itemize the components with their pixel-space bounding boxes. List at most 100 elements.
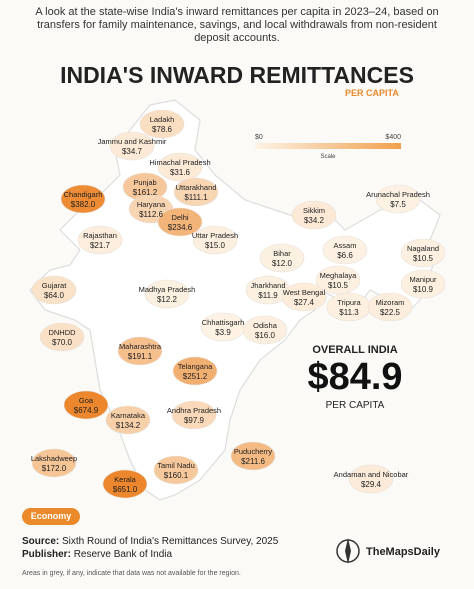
- region-value: $161.2: [133, 188, 158, 197]
- title: INDIA'S INWARD REMITTANCES: [60, 62, 414, 88]
- overall-unit: PER CAPITA: [325, 400, 385, 411]
- region: [281, 282, 327, 312]
- region-value: $31.6: [170, 168, 191, 177]
- region-name: DNHDD: [48, 328, 76, 337]
- region-value: $10.5: [328, 281, 349, 290]
- region-name: Odisha: [253, 321, 278, 330]
- scale-bar: [255, 143, 401, 149]
- brand-logo: [336, 538, 360, 564]
- region-name: Delhi: [171, 213, 188, 222]
- region-value: $97.9: [184, 416, 205, 425]
- region-value: $11.3: [339, 308, 359, 317]
- region-name: Chandigarh: [64, 190, 103, 199]
- region: [105, 405, 151, 435]
- region-name: Gujarat: [42, 281, 68, 290]
- note: Areas in grey, if any, indicate that dat…: [22, 570, 241, 577]
- region-value: $11.9: [258, 291, 278, 300]
- region-name: Haryana: [137, 200, 166, 209]
- intro: A look at the state-wise India's inward …: [35, 6, 439, 44]
- region-name: Assam: [334, 241, 357, 250]
- publisher-text: Reserve Bank of India: [73, 549, 173, 560]
- region-value: $10.5: [413, 254, 434, 263]
- region: [172, 356, 218, 386]
- region-name: Arunachal Pradesh: [366, 190, 430, 199]
- scale-max: $400: [385, 134, 401, 141]
- region-value: $21.7: [90, 241, 111, 250]
- region-value: $15.0: [205, 241, 226, 250]
- region-name: Kerala: [114, 475, 137, 484]
- region-name: Uttarakhand: [176, 183, 217, 192]
- region-value: $12.2: [157, 295, 178, 304]
- region: [375, 184, 421, 214]
- region-name: Lakshadweep: [31, 454, 77, 463]
- region: [77, 225, 123, 255]
- region: [144, 279, 190, 309]
- region-name: Jammu and Kashmir: [98, 137, 167, 146]
- region-value: $211.6: [241, 457, 265, 466]
- region-value: $134.2: [116, 421, 141, 430]
- region-value: $10.9: [413, 285, 434, 294]
- region-name: Maharashtra: [119, 342, 162, 351]
- region-name: Tamil Nadu: [157, 461, 195, 470]
- region-name: Sikkim: [303, 206, 325, 215]
- region: [63, 390, 109, 420]
- india-outline: [29, 99, 441, 501]
- region: [192, 225, 238, 255]
- region-name: Meghalaya: [320, 271, 358, 280]
- region: [60, 184, 106, 214]
- region: [157, 207, 203, 237]
- region-name: Andaman and Nicobar: [334, 470, 409, 479]
- region: [117, 336, 163, 366]
- region-value: $111.1: [184, 193, 208, 202]
- region-value: $172.0: [42, 464, 67, 473]
- publisher: Publisher: Reserve Bank of India: [22, 549, 172, 560]
- region: [242, 315, 288, 345]
- region: [109, 131, 155, 161]
- region: [171, 400, 217, 430]
- region: [367, 292, 413, 322]
- overall-value: $84.9: [307, 356, 403, 398]
- region-name: Nagaland: [407, 244, 439, 253]
- region-value: $3.9: [215, 328, 231, 337]
- region-value: $29.4: [361, 480, 382, 489]
- region-value: $27.4: [294, 298, 315, 307]
- region-value: $78.6: [152, 125, 173, 134]
- region: [139, 109, 185, 139]
- region: [173, 177, 219, 207]
- region-value: $160.1: [164, 471, 189, 480]
- region: [39, 322, 85, 352]
- region-value: $12.0: [272, 259, 293, 268]
- region-value: $6.6: [337, 251, 353, 260]
- region-value: $16.0: [255, 331, 276, 340]
- region-value: $70.0: [52, 338, 73, 347]
- source: Source: Sixth Round of India's Remittanc…: [22, 536, 278, 547]
- region-value: $64.0: [44, 291, 65, 300]
- region-name: Mizoram: [376, 298, 405, 307]
- region: [31, 448, 77, 478]
- region-name: Jharkhand: [250, 281, 285, 290]
- region-name: Himachal Pradesh: [149, 158, 210, 167]
- region-name: Goa: [79, 396, 94, 405]
- region: [102, 469, 148, 499]
- source-text: Sixth Round of India's Remittances Surve…: [62, 536, 279, 547]
- region-name: Punjab: [133, 178, 156, 187]
- region-value: $112.6: [139, 210, 163, 219]
- region: [157, 152, 203, 182]
- region: [315, 265, 361, 295]
- region-name: Uttar Pradesh: [192, 231, 238, 240]
- region-name: Bihar: [273, 249, 291, 258]
- region: [400, 269, 446, 299]
- region: [153, 455, 199, 485]
- region-value: $382.0: [71, 200, 96, 209]
- region-name: Karnataka: [111, 411, 146, 420]
- region-value: $191.1: [128, 352, 153, 361]
- subtitle: PER CAPITA: [345, 88, 399, 98]
- source-key: Source:: [22, 536, 60, 547]
- region-value: $22.5: [380, 308, 401, 317]
- region: [348, 464, 394, 494]
- region-value: $234.6: [168, 223, 193, 232]
- region-name: West Bengal: [283, 288, 326, 297]
- overall-heading: OVERALL INDIA: [312, 344, 398, 356]
